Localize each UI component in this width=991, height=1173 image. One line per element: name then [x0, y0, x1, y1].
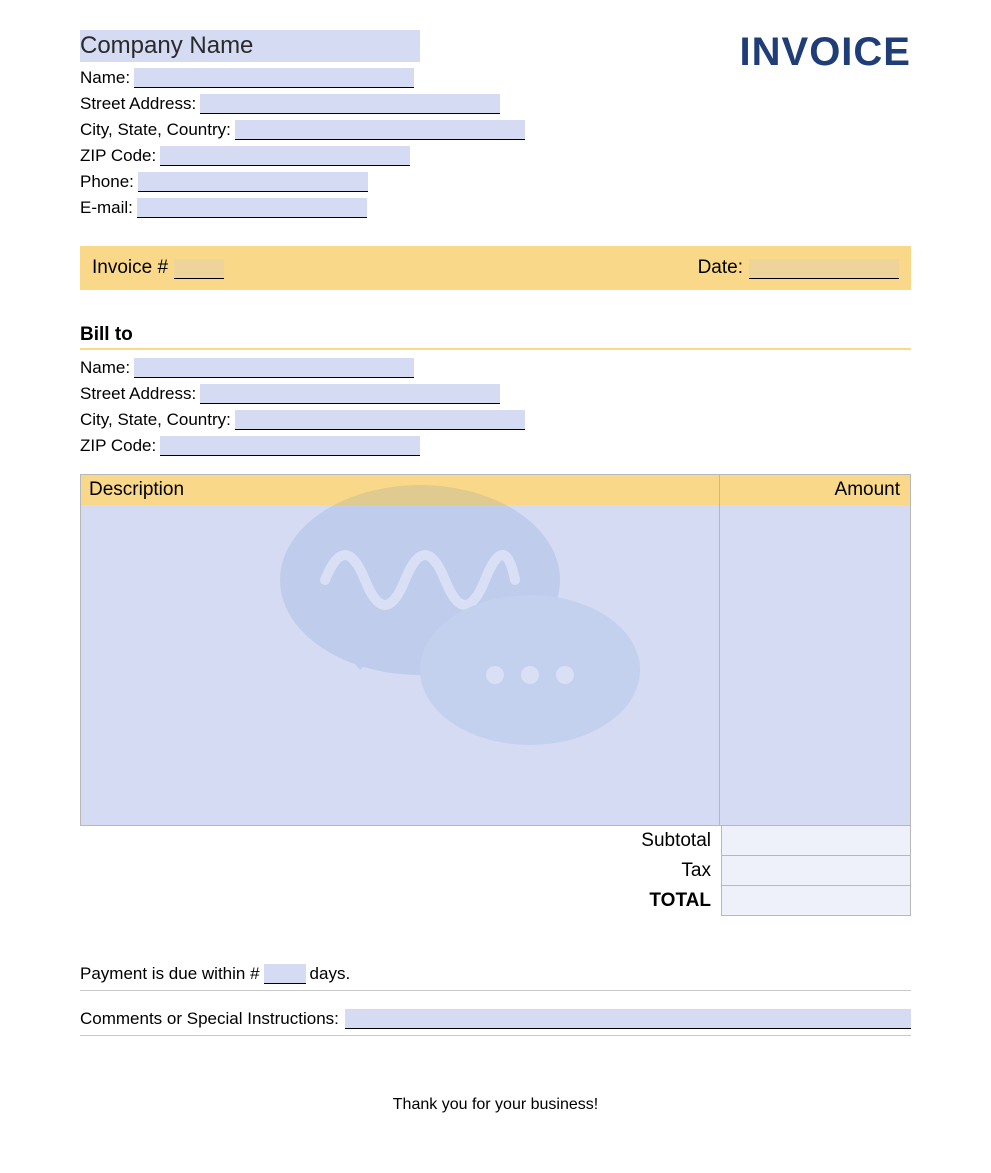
invoice-date-label: Date: — [698, 257, 743, 279]
field-label: Street Address: — [80, 94, 200, 114]
bill-to-title: Bill to — [80, 324, 911, 346]
field-input[interactable] — [235, 120, 525, 140]
field-label: City, State, Country: — [80, 410, 235, 430]
items-header-row: Description Amount — [81, 475, 910, 505]
comments-row: Comments or Special Instructions: — [80, 1009, 911, 1029]
items-table: Description Amount — [80, 474, 911, 826]
field-input[interactable] — [137, 198, 367, 218]
company-field-row: City, State, Country: — [80, 116, 740, 140]
billto-field-row: City, State, Country: — [80, 406, 911, 430]
field-input[interactable] — [134, 358, 414, 378]
company-field-row: Street Address: — [80, 90, 740, 114]
subtotal-label: Subtotal — [631, 826, 721, 856]
payment-terms-row: Payment is due within # days. — [80, 964, 911, 984]
thank-you-text: Thank you for your business! — [80, 1096, 911, 1114]
company-name-field[interactable]: Company Name — [80, 30, 420, 62]
invoice-date-input[interactable] — [749, 259, 899, 279]
field-label: Phone: — [80, 172, 138, 192]
tax-label: Tax — [631, 856, 721, 886]
total-value[interactable] — [721, 886, 911, 916]
divider-2 — [80, 1035, 911, 1036]
billto-field-row: ZIP Code: — [80, 432, 911, 456]
col-description-header: Description — [81, 475, 720, 505]
invoice-title: INVOICE — [740, 30, 911, 75]
company-field-row: Phone: — [80, 168, 740, 192]
field-label: Street Address: — [80, 384, 200, 404]
items-body[interactable] — [81, 505, 910, 825]
field-input[interactable] — [200, 94, 500, 114]
tax-value[interactable] — [721, 856, 911, 886]
payment-suffix: days. — [310, 964, 351, 984]
subtotal-value[interactable] — [721, 826, 911, 856]
billto-field-row: Street Address: — [80, 380, 911, 404]
company-field-row: ZIP Code: — [80, 142, 740, 166]
header-row: Company Name Name: Street Address: City, S… — [80, 30, 911, 218]
company-field-row: Name: — [80, 64, 740, 88]
divider-1 — [80, 990, 911, 991]
col-amount-header: Amount — [720, 475, 910, 505]
field-input[interactable] — [138, 172, 368, 192]
invoice-number-input[interactable] — [174, 259, 224, 279]
field-input[interactable] — [235, 410, 525, 430]
company-block: Company Name Name: Street Address: City, S… — [80, 30, 740, 218]
totals-block: Subtotal Tax TOTAL — [80, 826, 911, 916]
company-field-row: E-mail: — [80, 194, 740, 218]
field-label: ZIP Code: — [80, 436, 160, 456]
bill-to-rule — [80, 348, 911, 350]
billto-field-row: Name: — [80, 354, 911, 378]
description-input-area[interactable] — [81, 505, 720, 825]
total-label: TOTAL — [631, 886, 721, 916]
payment-days-input[interactable] — [264, 964, 306, 984]
field-label: ZIP Code: — [80, 146, 160, 166]
invoice-number-label: Invoice # — [92, 257, 168, 279]
invoice-page: Company Name Name: Street Address: City, S… — [0, 0, 991, 1173]
field-label: E-mail: — [80, 198, 137, 218]
comments-label: Comments or Special Instructions: — [80, 1009, 339, 1029]
invoice-number-bar: Invoice # Date: — [80, 246, 911, 290]
field-input[interactable] — [200, 384, 500, 404]
payment-prefix: Payment is due within # — [80, 964, 260, 984]
field-label: Name: — [80, 358, 134, 378]
field-input[interactable] — [160, 436, 420, 456]
field-input[interactable] — [134, 68, 414, 88]
field-label: Name: — [80, 68, 134, 88]
amount-input-area[interactable] — [720, 505, 910, 825]
field-input[interactable] — [160, 146, 410, 166]
comments-input[interactable] — [345, 1009, 911, 1029]
field-label: City, State, Country: — [80, 120, 235, 140]
